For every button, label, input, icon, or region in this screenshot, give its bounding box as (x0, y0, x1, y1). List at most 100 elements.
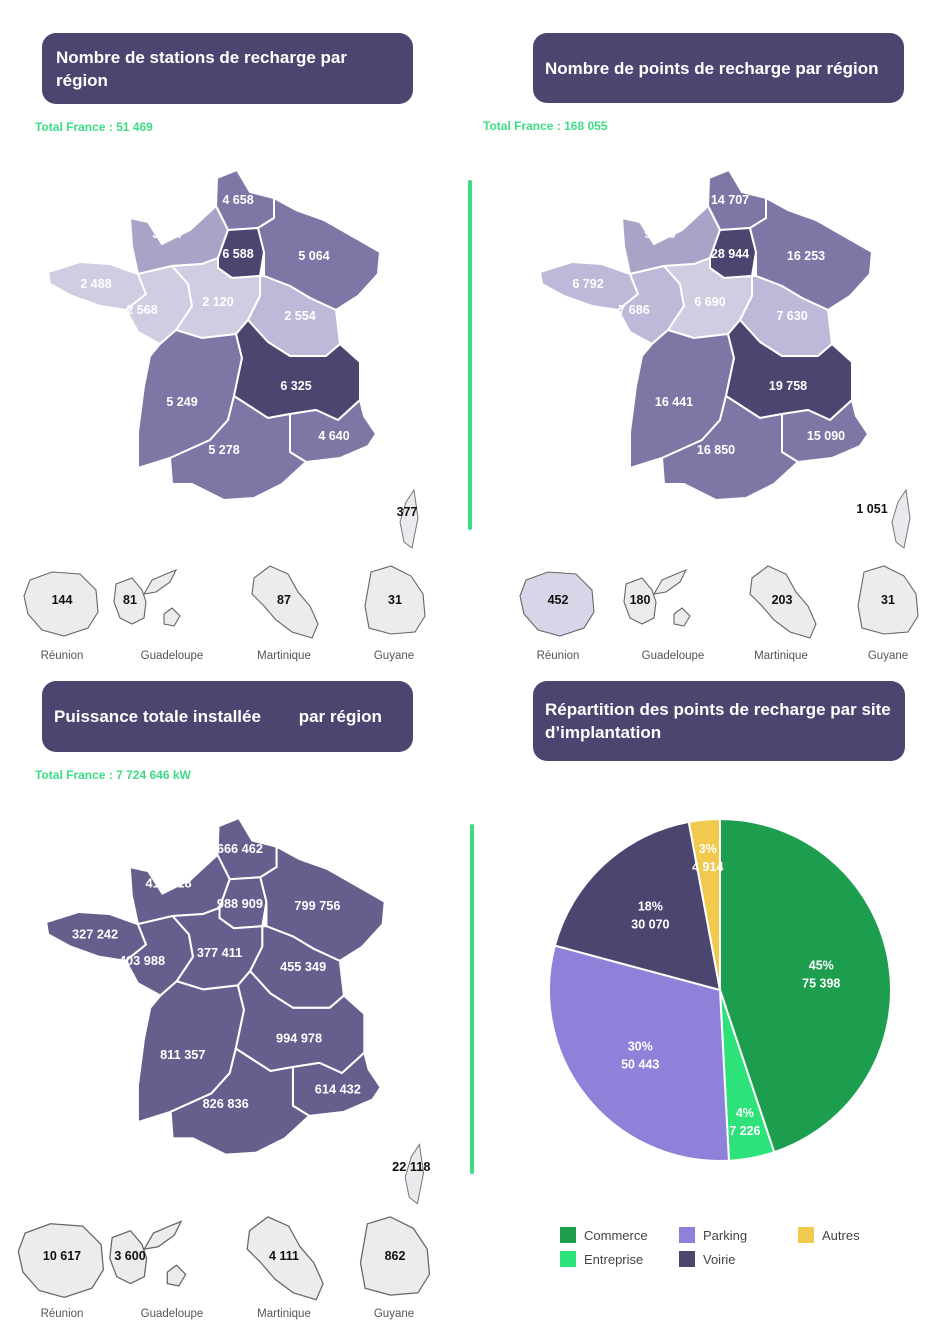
stations-label-corse: 377 (397, 505, 418, 519)
stations-label-na: 5 249 (166, 395, 197, 409)
stations-guadeloupe-shape (163, 607, 181, 627)
points-label-norm: 9 280 (644, 227, 675, 241)
power-label-bfc: 455 349 (280, 959, 326, 974)
points-guadeloupe-name: Guadeloupe (642, 650, 705, 662)
power-region-corse (404, 1143, 425, 1205)
power-guyane-shape (359, 1216, 431, 1296)
pie-value-commerce: 75 398 (802, 977, 840, 991)
stations-reunion-map: 144 (23, 571, 99, 637)
legend-label-parking: Parking (703, 1227, 748, 1243)
points-label-hdf: 14 707 (711, 193, 749, 207)
pie-slice-parking (548, 944, 731, 1162)
points-total: Total France : 168 055 (483, 119, 608, 133)
points-guyane-shape (857, 565, 919, 635)
points-panel-title: Nombre de points de recharge par région (533, 33, 904, 103)
pie-percent-commerce: 45% (809, 959, 834, 973)
points-label-bfc: 7 630 (776, 309, 807, 323)
stations-guyane-shape (364, 565, 426, 635)
legend-label-voirie: Voirie (703, 1251, 736, 1267)
stations-region-occ (169, 395, 307, 501)
power-label-na: 811 357 (160, 1047, 205, 1062)
power-reunion-value: 10 617 (43, 1249, 81, 1263)
points-reunion-name: Réunion (537, 650, 580, 662)
legend-label-commerce: Commerce (584, 1227, 648, 1243)
points-france-map: 14 707 9 280 28 944 16 253 6 792 7 686 6 690 7 … (539, 169, 911, 549)
pie-slice-commerce (719, 817, 892, 1154)
stations-france-map: 4 658 3 217 6 588 5 064 2 488 2 568 2 120 2 554… (47, 169, 419, 549)
stations-region-corse (399, 488, 419, 549)
power-martinique-name: Martinique (257, 1308, 311, 1320)
points-label-cvl: 6 690 (694, 295, 725, 309)
legend-swatch-entreprise (560, 1251, 576, 1267)
stations-total: Total France : 51 469 (35, 120, 153, 134)
points-guyane-value: 31 (881, 593, 895, 607)
pie-percent-entreprise: 4% (736, 1106, 754, 1120)
points-reunion-map: 452 (519, 571, 595, 637)
power-label-ara: 994 978 (276, 1030, 322, 1045)
legend-entreprise: Entreprise (560, 1251, 643, 1267)
points-region-corse (891, 488, 911, 549)
stations-guadeloupe-name: Guadeloupe (141, 650, 204, 662)
stations-martinique-map: 87 (251, 565, 319, 639)
stations-guyane-map: 31 (364, 565, 426, 635)
stations-label-paca: 4 640 (318, 429, 349, 443)
power-label-pdl: 403 988 (119, 953, 165, 968)
points-guyane-name: Guyane (868, 650, 908, 662)
stations-reunion-shape (23, 571, 99, 637)
points-label-paca: 15 090 (807, 429, 845, 443)
power-label-bret: 327 242 (72, 926, 118, 941)
power-panel-title: Puissance totale installée par région (42, 681, 413, 752)
legend-swatch-commerce (560, 1227, 576, 1243)
pie-value-entreprise: 7 226 (729, 1124, 760, 1138)
points-guadeloupe-shape (623, 577, 657, 625)
power-guadeloupe-value: 3 600 (114, 1249, 145, 1263)
pie-value-autres: 4 914 (692, 860, 723, 874)
power-reunion-shape (17, 1223, 105, 1299)
legend-label-entreprise: Entreprise (584, 1251, 644, 1267)
points-label-corse: 1 051 (856, 502, 887, 516)
power-guyane-name: Guyane (374, 1308, 414, 1320)
stations-label-pdl: 2 568 (126, 303, 157, 317)
legend-swatch-autres (798, 1227, 814, 1243)
points-label-occ: 16 850 (697, 443, 735, 457)
points-guadeloupe-shape (673, 607, 691, 627)
legend-swatch-parking (679, 1227, 695, 1243)
stations-martinique-name: Martinique (257, 650, 311, 662)
power-guyane-map: 862 (359, 1216, 431, 1296)
points-label-ge: 16 253 (787, 249, 825, 263)
power-guadeloupe-shape (143, 1220, 183, 1250)
points-martinique-name: Martinique (754, 650, 808, 662)
pie-value-voirie: 30 070 (631, 918, 669, 932)
pie-panel-title: Répartition des points de recharge par s… (533, 681, 905, 761)
legend-parking: Parking (679, 1227, 747, 1243)
points-label-bret: 6 792 (572, 277, 603, 291)
legend-voirie: Voirie (679, 1251, 736, 1267)
stations-label-hdf: 4 658 (222, 193, 253, 207)
stations-martinique-value: 87 (277, 593, 291, 607)
power-total: Total France : 7 724 646 kW (35, 768, 191, 782)
power-label-corse: 22 118 (392, 1159, 430, 1174)
pie-percent-voirie: 18% (638, 900, 663, 914)
pie-slice-voirie (553, 820, 722, 992)
points-label-ara: 19 758 (769, 379, 807, 393)
points-region-occ (661, 395, 799, 501)
stations-label-cvl: 2 120 (202, 295, 233, 309)
stations-guadeloupe-shape (113, 577, 147, 625)
divider-bottom (470, 824, 474, 1174)
power-region-occ (169, 1047, 311, 1156)
power-title-text: Puissance totale installée par région (54, 707, 382, 726)
stations-panel-title: Nombre de stations de recharge par régio… (42, 33, 413, 104)
legend-autres: Autres (798, 1227, 860, 1243)
points-reunion-shape (519, 571, 595, 637)
points-guyane-map: 31 (857, 565, 919, 635)
power-martinique-shape (246, 1216, 324, 1301)
power-martinique-value: 4 111 (269, 1249, 299, 1263)
pie-value-parking: 50 443 (621, 1058, 659, 1072)
stations-reunion-name: Réunion (41, 650, 84, 662)
pie-slice-autres (687, 817, 721, 991)
power-guadeloupe-shape (109, 1229, 148, 1285)
pie-title-text: Répartition des points de recharge par s… (545, 700, 891, 742)
divider-top (468, 180, 472, 530)
power-label-cvl: 377 411 (197, 945, 242, 960)
